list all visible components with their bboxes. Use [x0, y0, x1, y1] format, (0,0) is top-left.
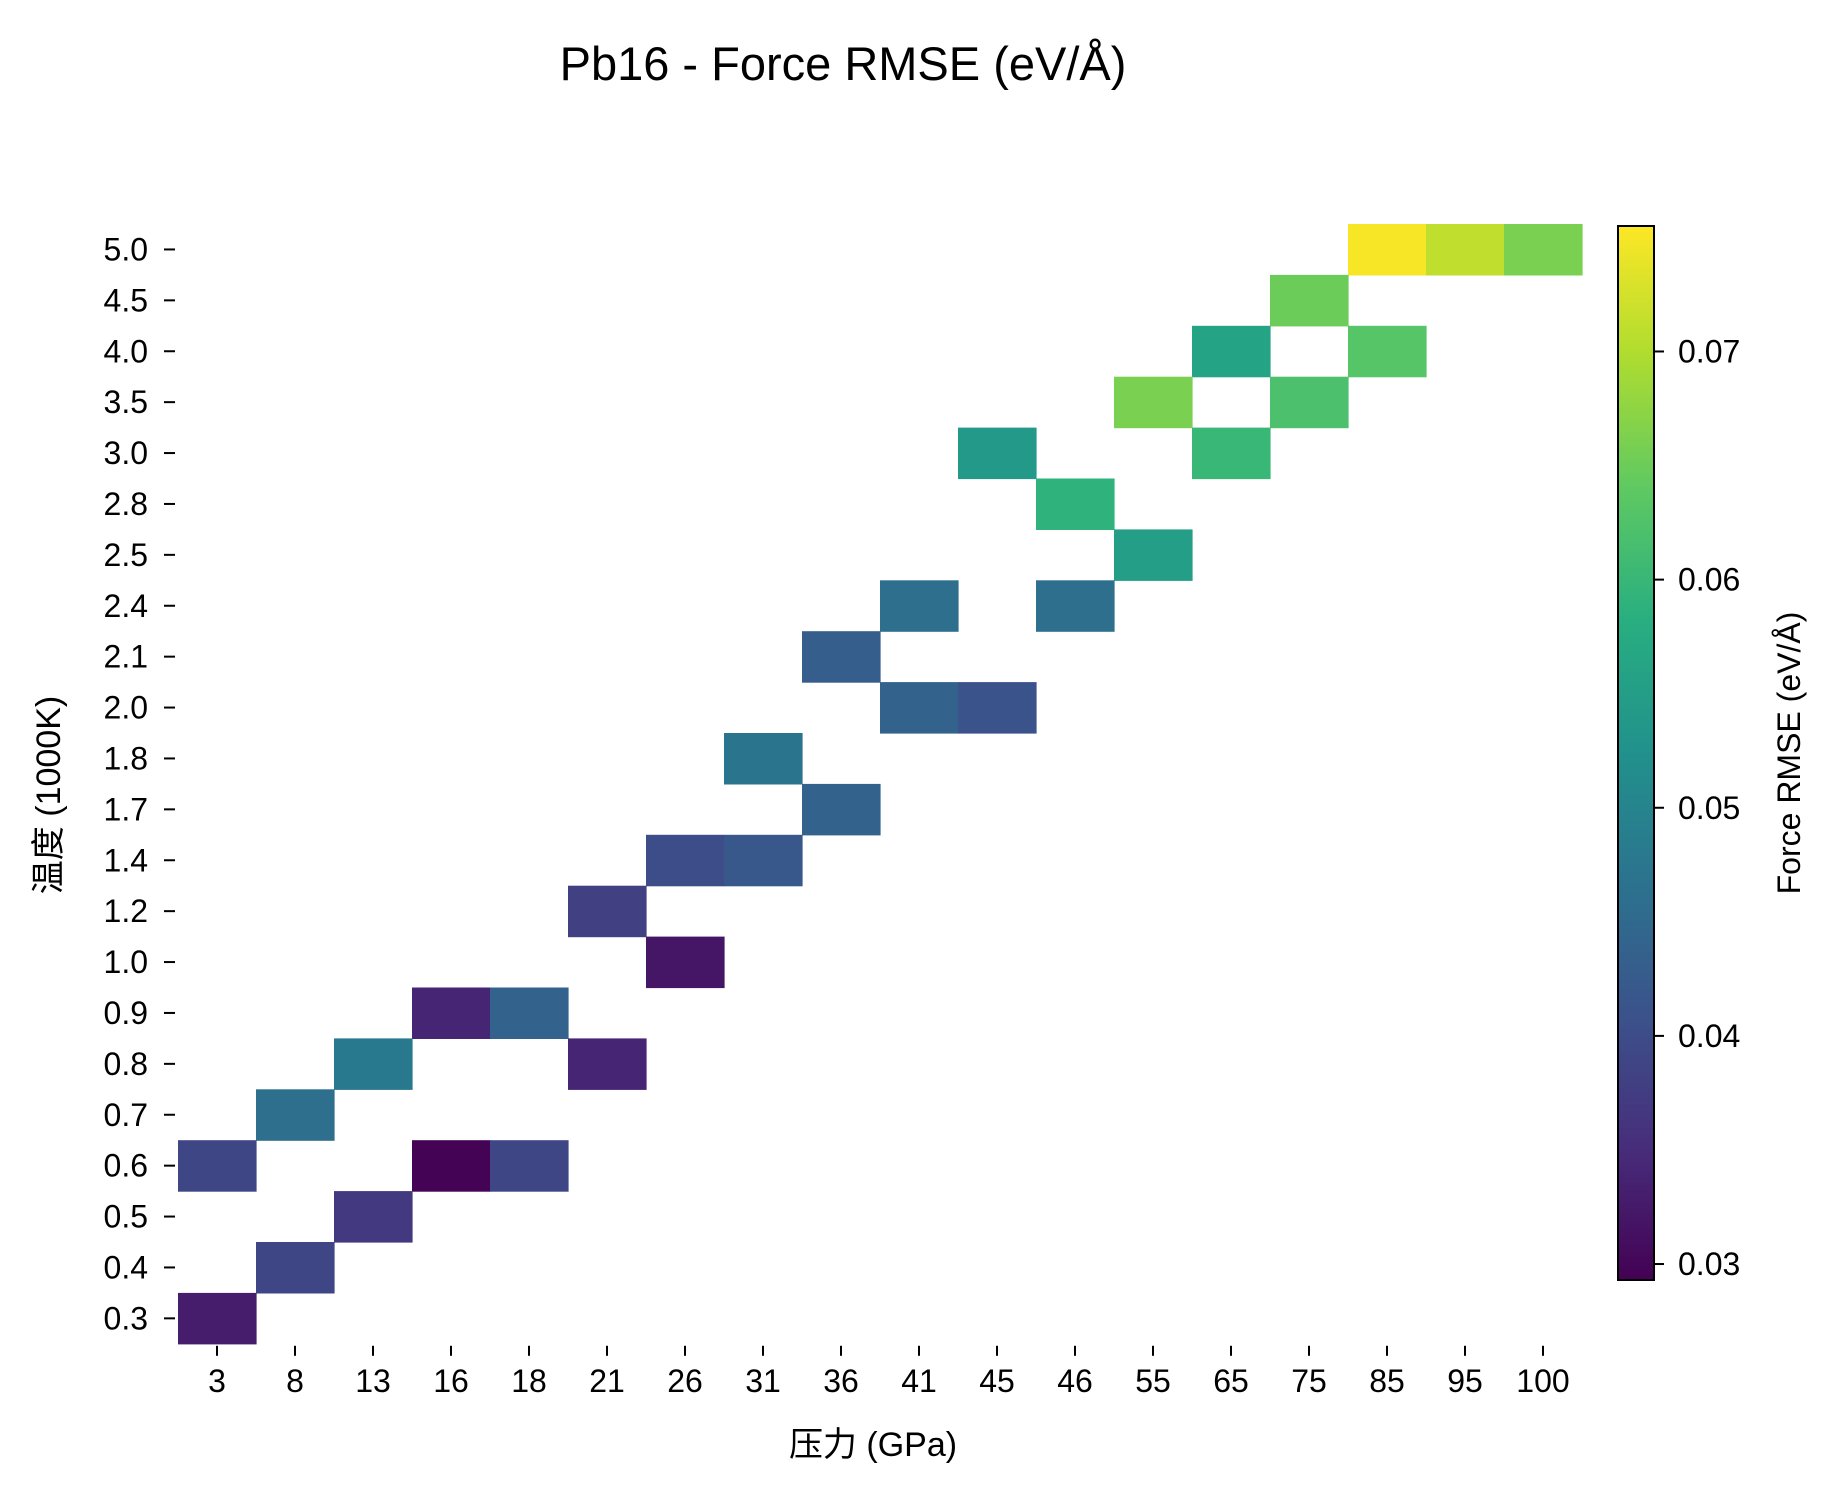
heatmap-cell — [1036, 580, 1115, 632]
heatmap-cell — [412, 1140, 491, 1192]
colorbar-label: Force RMSE (eV/Å) — [1771, 612, 1807, 895]
x-tick-label: 45 — [979, 1363, 1015, 1399]
heatmap-cell — [1348, 325, 1427, 378]
heatmap-cell — [646, 834, 725, 887]
heatmap-cell — [568, 1038, 647, 1090]
y-tick-label: 2.0 — [104, 690, 148, 726]
y-tick-label: 0.8 — [104, 1046, 148, 1082]
x-tick-label: 8 — [286, 1363, 304, 1399]
heatmap-cell — [646, 936, 725, 989]
y-tick-label: 0.4 — [104, 1249, 148, 1285]
heatmap-cells — [178, 224, 1583, 1345]
heatmap-cell — [1114, 529, 1193, 581]
x-tick-label: 31 — [745, 1363, 781, 1399]
heatmap-cell — [1348, 224, 1427, 276]
y-axis-ticks: 5.0 4.5 4.0 3.5 3.0 2.8 2.5 2.4 2.1 2.0 1.8 1.7 1.4 1… — [104, 231, 175, 1336]
y-tick-label: 2.1 — [104, 639, 148, 675]
y-tick-label: 4.0 — [104, 333, 148, 369]
heatmap-cell — [1504, 224, 1583, 276]
heatmap-cell — [880, 580, 959, 632]
y-tick-label: 1.0 — [104, 944, 148, 980]
x-tick-label: 41 — [901, 1363, 937, 1399]
heatmap-cell — [724, 834, 803, 887]
heatmap-cell — [490, 1140, 569, 1192]
x-tick-label: 21 — [589, 1363, 625, 1399]
heatmap-cell — [412, 987, 491, 1039]
colorbar-ticks: 0.03 0.04 0.05 0.06 0.07 — [1654, 333, 1740, 1282]
y-tick-label: 0.7 — [104, 1097, 148, 1133]
x-tick-label: 55 — [1135, 1363, 1171, 1399]
x-tick-label: 26 — [667, 1363, 703, 1399]
x-tick-label: 100 — [1516, 1363, 1569, 1399]
heatmap-cell — [334, 1191, 413, 1243]
colorbar-tick-label: 0.07 — [1678, 333, 1740, 369]
heatmap-cell — [178, 1140, 257, 1192]
heatmap-cell — [1192, 325, 1271, 378]
colorbar-tick-label: 0.04 — [1678, 1018, 1740, 1054]
heatmap-cell — [256, 1242, 335, 1294]
chart-title: Pb16 - Force RMSE (eV/Å) — [560, 37, 1127, 90]
y-tick-label: 2.5 — [104, 537, 148, 573]
colorbar-tick-label: 0.06 — [1678, 562, 1740, 598]
x-tick-label: 46 — [1057, 1363, 1093, 1399]
y-tick-label: 1.8 — [104, 740, 148, 776]
heatmap-cell — [1192, 427, 1271, 480]
x-axis-label: 压力 (GPa) — [789, 1426, 957, 1464]
heatmap-cell — [1270, 274, 1349, 327]
y-axis-label: 温度 (1000K) — [30, 696, 68, 894]
y-tick-label: 0.5 — [104, 1199, 148, 1235]
y-tick-label: 0.9 — [104, 995, 148, 1031]
colorbar-tick-label: 0.05 — [1678, 790, 1740, 826]
colorbar-gradient — [1617, 225, 1655, 1281]
colorbar: 0.03 0.04 0.05 0.06 0.07 Force RMSE (eV/Å) — [1617, 225, 1807, 1282]
heatmap-cell — [880, 682, 959, 734]
x-tick-label: 18 — [511, 1363, 547, 1399]
y-tick-label: 2.8 — [104, 486, 148, 522]
heatmap-cell — [490, 987, 569, 1039]
y-tick-label: 5.0 — [104, 231, 148, 267]
y-tick-label: 4.5 — [104, 282, 148, 318]
y-tick-label: 0.3 — [104, 1300, 148, 1336]
y-tick-label: 3.0 — [104, 435, 148, 471]
x-tick-label: 85 — [1369, 1363, 1405, 1399]
heatmap-cell — [568, 885, 647, 938]
x-tick-label: 95 — [1447, 1363, 1483, 1399]
heatmap-cell — [724, 733, 803, 785]
x-tick-label: 16 — [433, 1363, 469, 1399]
heatmap-cell — [802, 631, 881, 683]
y-tick-label: 1.7 — [104, 791, 148, 827]
colorbar-tick-label: 0.03 — [1678, 1246, 1740, 1282]
x-tick-label: 75 — [1291, 1363, 1327, 1399]
heatmap-cell — [802, 783, 881, 836]
heatmap-cell — [256, 1089, 335, 1141]
heatmap-cell — [1270, 376, 1349, 429]
heatmap-cell — [958, 682, 1037, 734]
heatmap-cell — [1036, 478, 1115, 530]
heatmap-cell — [1114, 376, 1193, 429]
y-tick-label: 2.4 — [104, 588, 148, 624]
y-tick-label: 1.2 — [104, 893, 148, 929]
x-tick-label: 36 — [823, 1363, 859, 1399]
y-tick-label: 1.4 — [104, 842, 148, 878]
y-tick-label: 3.5 — [104, 384, 148, 420]
heatmap-cell — [178, 1292, 257, 1345]
x-tick-label: 65 — [1213, 1363, 1249, 1399]
x-tick-label: 13 — [355, 1363, 391, 1399]
heatmap-cell — [958, 427, 1037, 480]
heatmap-cell — [334, 1038, 413, 1090]
x-tick-label: 3 — [208, 1363, 226, 1399]
x-axis-ticks: 3 8 13 16 18 21 26 31 36 41 45 46 55 65 75 85 95 100 — [208, 1345, 1570, 1399]
y-tick-label: 0.6 — [104, 1148, 148, 1184]
heatmap-cell — [1426, 224, 1505, 276]
